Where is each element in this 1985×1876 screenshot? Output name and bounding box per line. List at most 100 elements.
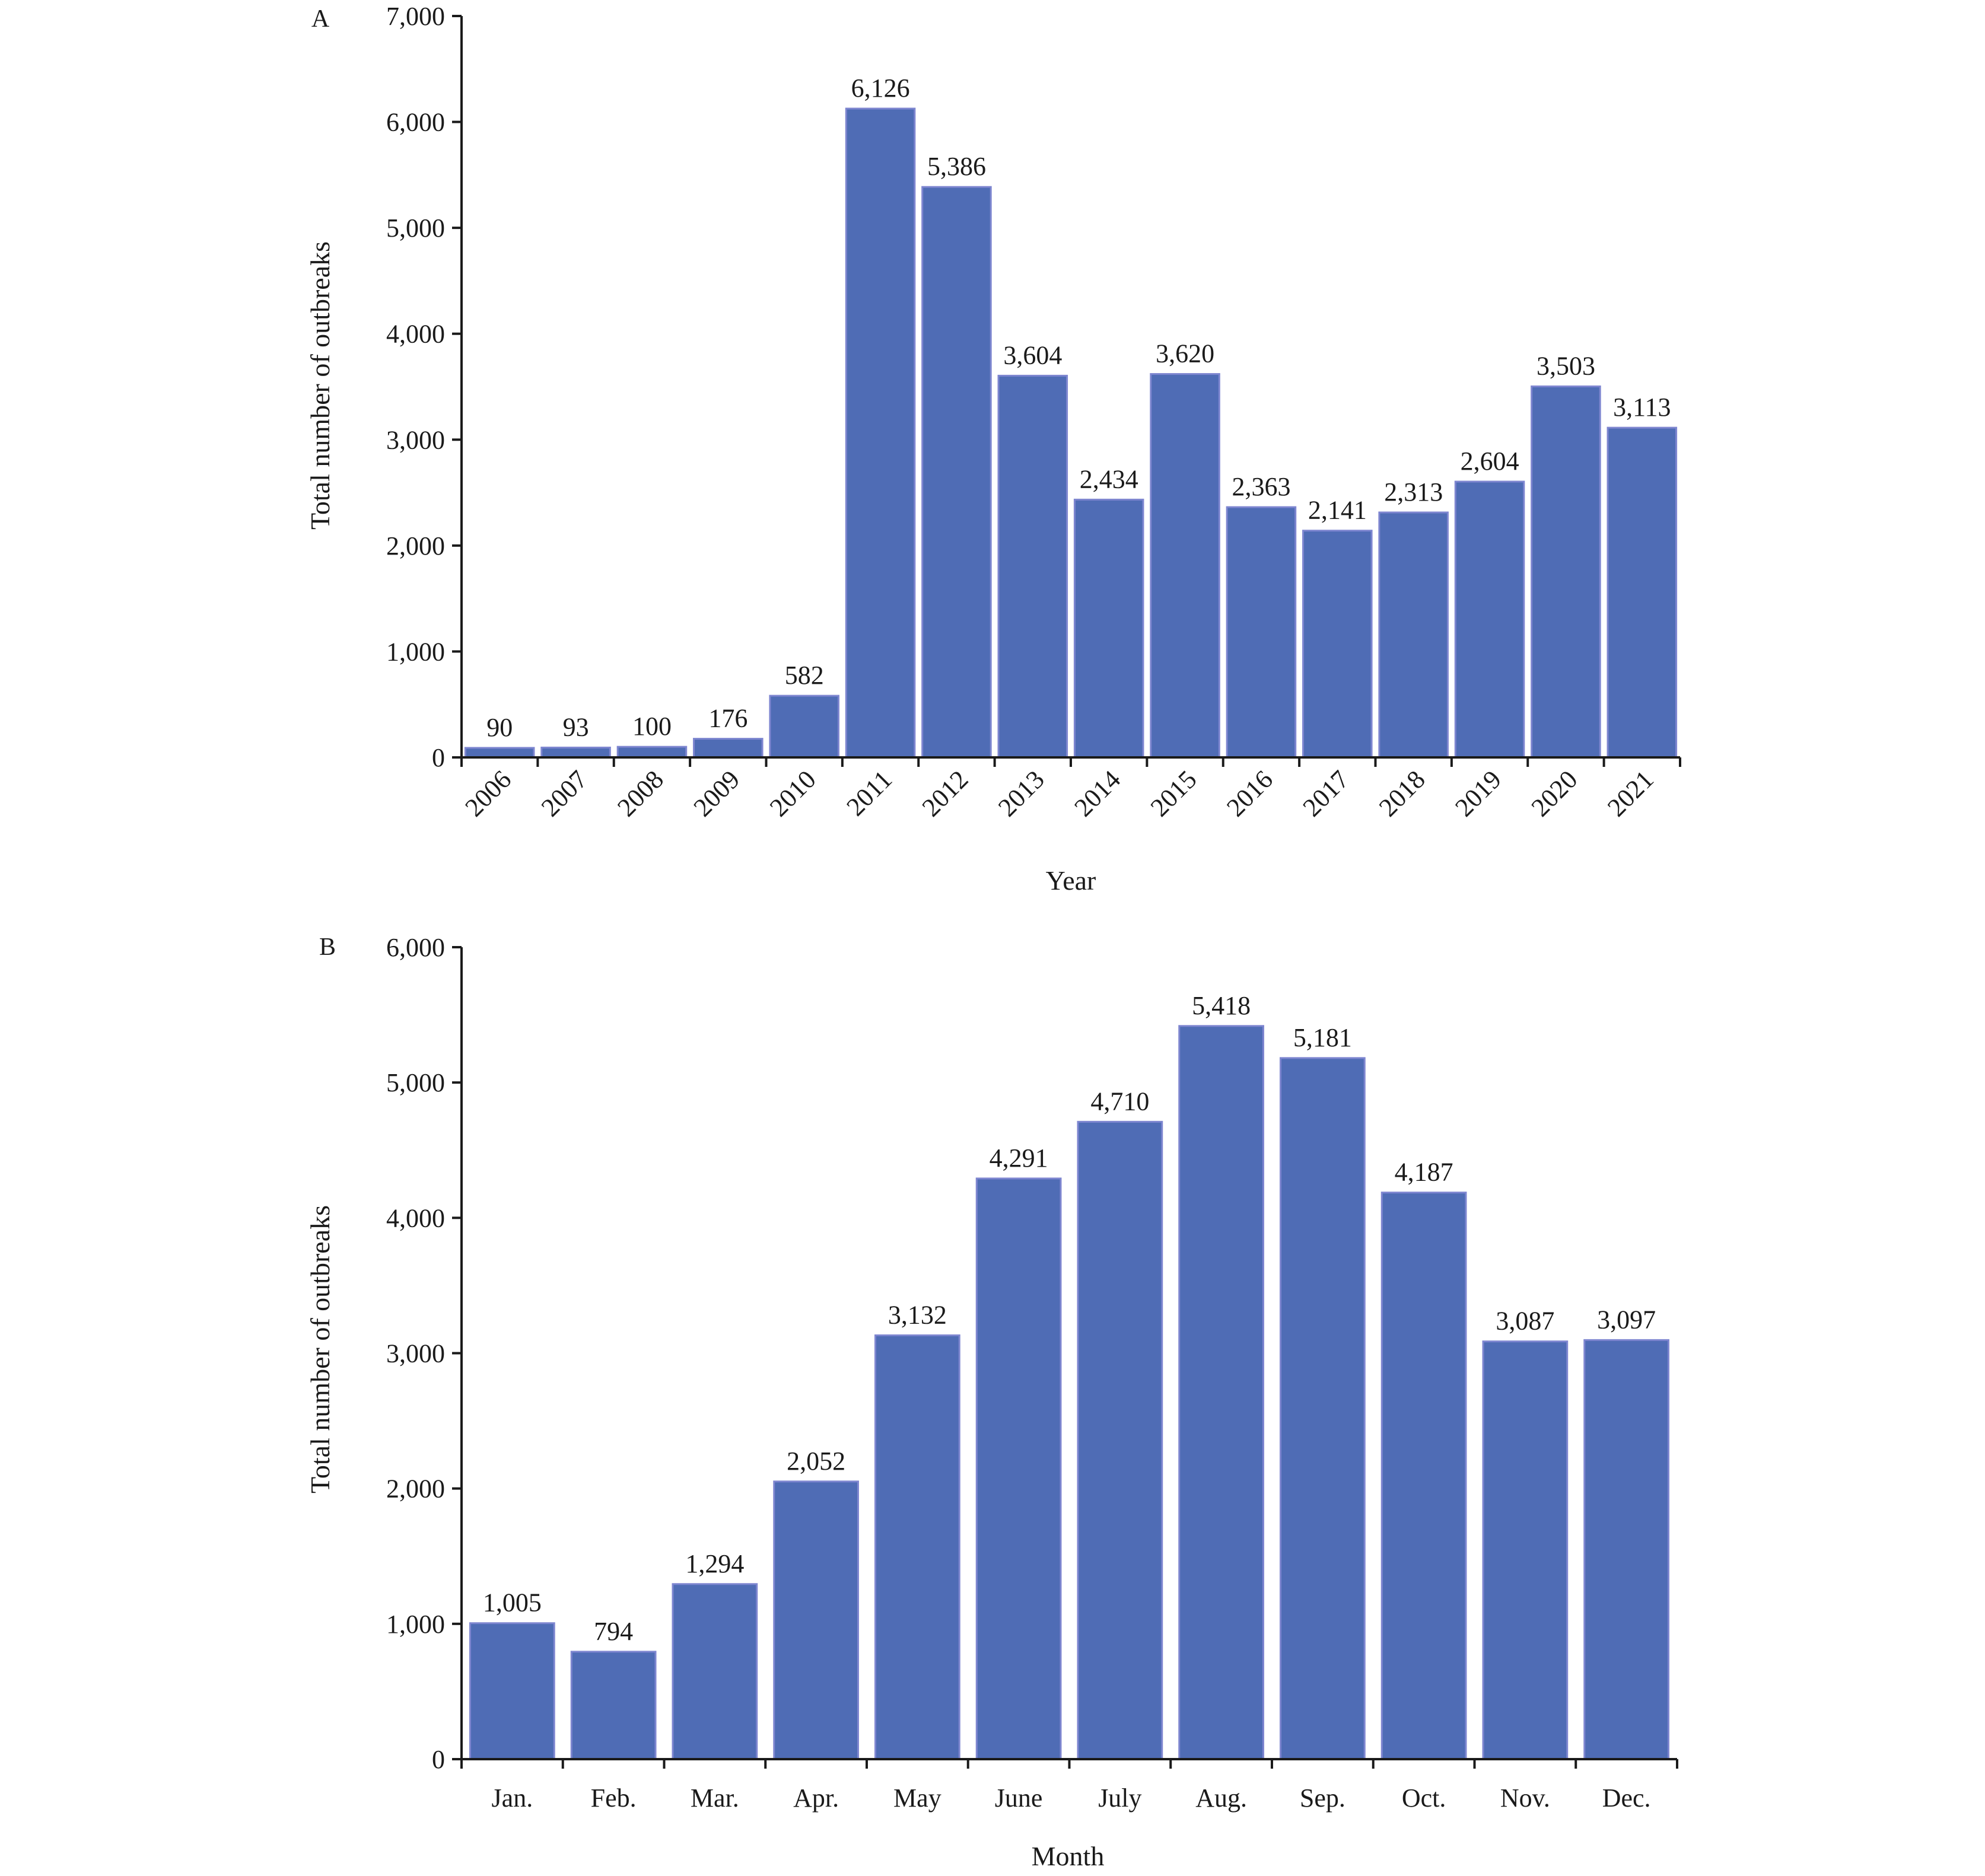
panel-a-y-tick-label: 6,000 [386,108,445,137]
panel-a-x-tick-label: 2009 [688,765,746,822]
panel-b-x-tick-label: Feb. [591,1783,637,1813]
panel-a-x-tick-label: 2008 [612,765,669,822]
panel-a-y-tick-label: 5,000 [386,214,445,243]
panel-a-data-label: 582 [785,661,824,690]
panel-a-bar-2015 [1150,373,1220,759]
panel-a-bar-2020 [1531,385,1601,759]
panel-b-bar-sep [1280,1057,1366,1760]
panel-b-bar-jan [469,1622,555,1760]
panel-b-x-tick-label: Mar. [691,1783,739,1813]
panel-b-data-label: 4,187 [1395,1158,1453,1187]
panel-a-data-label: 93 [563,712,589,741]
panel-b-data-label: 5,181 [1293,1023,1352,1052]
panel-b-x-tick-label: June [995,1783,1043,1813]
panel-b-y-tick-label: 4,000 [386,1203,445,1232]
panel-b-x-tick-label: Oct. [1402,1783,1446,1813]
panel-b-letter: B [319,934,336,961]
panel-a-bar-2009 [693,738,764,759]
panel-b-bar-june [975,1177,1062,1760]
panel-b-y-tick-label: 5,000 [386,1068,445,1097]
panel-a-x-tick-label: 2011 [841,765,898,821]
panel-a-y-tick-label: 2,000 [386,531,445,560]
panel-a-x-tick-label: 2016 [1221,765,1278,822]
panel-b-data-label: 2,052 [787,1447,845,1476]
panel-b-bar-mar [672,1583,758,1760]
panel-a-y-tick-label: 7,000 [386,2,445,31]
panel-b-x-tick-label: May [893,1783,941,1813]
panel-a-x-axis-title: Year [1046,865,1096,896]
panel-b-data-label: 4,291 [990,1144,1048,1173]
panel-a-x-tick-label: 2019 [1449,765,1507,822]
panel-b-x-tick-label: Dec. [1602,1783,1651,1813]
panel-a-x-tick-label: 2007 [536,765,593,822]
panel-b-bar-may [874,1334,960,1760]
panel-b-bar-apr [773,1480,859,1760]
panel-a-data-label: 100 [632,712,672,741]
panel-b-data-label: 3,087 [1496,1307,1554,1336]
panel-a-bar-2018 [1378,511,1449,759]
panel-a-data-label: 3,604 [1003,340,1062,370]
panel-b-data-label: 5,418 [1192,991,1251,1020]
panel-a-x-tick-label: 2013 [993,765,1050,822]
panel-b-data-label: 1,294 [685,1549,744,1578]
panel-a-bar-2012 [921,186,992,759]
panel-a-data-label: 90 [486,713,513,742]
panel-a-bar-2016 [1226,506,1297,759]
panel-b-data-label: 3,132 [888,1300,947,1329]
panel-a-bar-2019 [1454,480,1525,759]
panel-a-data-label: 3,503 [1537,351,1595,380]
panel-b-y-tick-label: 3,000 [386,1339,445,1368]
panel-a-bar-2021 [1607,426,1678,759]
panel-a-y-tick-label: 1,000 [386,637,445,666]
panel-b-x-tick-label: Sep. [1300,1783,1345,1813]
panel-b-x-axis-title: Month [1032,1841,1105,1871]
panel-a-y-tick-label: 0 [432,743,445,772]
panel-a-bar-2014 [1073,498,1144,759]
panel-a-x-tick-label: 2015 [1145,765,1203,822]
panel-b-bar-aug [1178,1025,1264,1760]
panel-b-data-label: 1,005 [483,1588,542,1617]
panel-b-y-axis-title: Total number of outbreaks [305,1205,335,1493]
panel-a-data-label: 2,141 [1308,496,1367,525]
panel-a-y-tick-label: 3,000 [386,425,445,454]
panel-a-y-tick-label: 4,000 [386,320,445,349]
panel-a-data-label: 2,604 [1461,447,1519,476]
panel-b-bar-dec [1583,1339,1669,1760]
panel-a-bar-2017 [1302,530,1373,759]
panel-b-monthly-chart: B Total number of outbreaks Month 1,005 7… [305,933,1678,1871]
panel-a-bar-2011 [845,107,916,759]
panel-a-data-label: 3,113 [1613,393,1671,422]
panel-b-data-label: 794 [594,1617,633,1646]
panel-a-x-tick-label: 2017 [1297,765,1355,822]
panel-b-bar-feb [570,1651,657,1760]
panel-b-x-tick-label: Aug. [1195,1783,1247,1813]
panel-b-x-tick-label: Apr. [793,1783,839,1813]
panel-a-data-label: 2,363 [1232,472,1290,501]
panel-a-bar-2013 [997,374,1068,759]
panel-a-x-tick-label: 2012 [917,765,974,822]
panel-b-x-tick-label: July [1098,1783,1141,1813]
panel-b-y-tick-label: 2,000 [386,1474,445,1504]
panel-b-x-tick-label: Jan. [492,1783,533,1813]
panel-a-data-label: 2,313 [1384,477,1443,507]
panel-a-bar-2010 [769,695,839,759]
panel-b-y-tick-label: 6,000 [386,933,445,962]
panel-b-bar-oct [1380,1192,1467,1760]
panel-a-x-tick-label: 2020 [1526,765,1583,822]
panel-a-yearly-chart: A Total number of outbreaks Year 90 93 100… [305,2,1681,896]
panel-a-data-label: 6,126 [851,74,910,103]
panel-a-x-tick-label: 2006 [459,765,517,822]
panel-a-letter: A [311,5,330,33]
panel-a-bar-2008 [616,746,688,759]
panel-a-data-label: 5,386 [927,152,986,181]
panel-a-y-axis-title: Total number of outbreaks [305,241,335,530]
panel-a-x-tick-label: 2018 [1373,765,1431,822]
panel-a-data-label: 3,620 [1156,339,1214,368]
panel-a-bar-2007 [540,746,611,759]
panel-a-x-tick-label: 2010 [764,765,822,822]
panel-a-data-label: 2,434 [1080,464,1138,493]
panel-b-data-label: 3,097 [1597,1305,1656,1334]
panel-b-bar-nov [1482,1340,1569,1760]
panel-a-data-label: 176 [708,704,747,733]
